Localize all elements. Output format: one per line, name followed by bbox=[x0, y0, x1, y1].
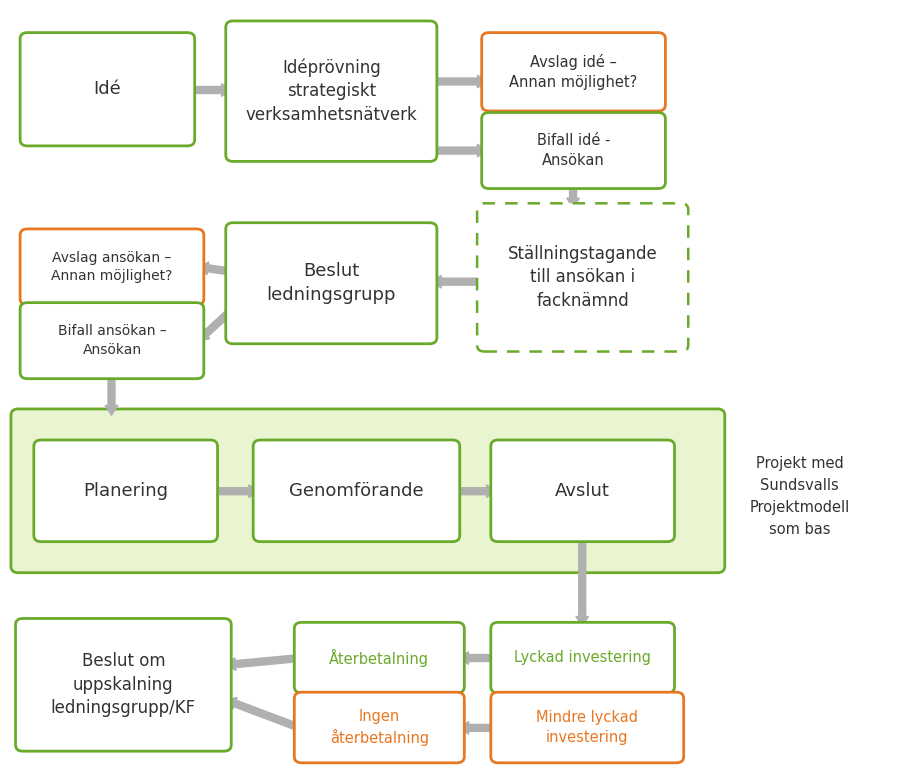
FancyArrowPatch shape bbox=[226, 655, 300, 670]
FancyBboxPatch shape bbox=[491, 692, 684, 763]
Text: Lyckad investering: Lyckad investering bbox=[515, 650, 651, 665]
FancyArrowPatch shape bbox=[459, 652, 496, 664]
FancyArrowPatch shape bbox=[567, 184, 579, 208]
FancyBboxPatch shape bbox=[482, 33, 665, 111]
Text: Avslag idé –
Annan möjlighet?: Avslag idé – Annan möjlighet? bbox=[509, 54, 638, 90]
FancyBboxPatch shape bbox=[20, 303, 204, 379]
Text: Planering: Planering bbox=[83, 482, 168, 500]
FancyBboxPatch shape bbox=[20, 229, 204, 305]
FancyBboxPatch shape bbox=[491, 440, 675, 542]
FancyArrowPatch shape bbox=[431, 144, 487, 157]
Text: Avslut: Avslut bbox=[555, 482, 611, 500]
FancyArrowPatch shape bbox=[212, 485, 259, 497]
FancyArrowPatch shape bbox=[459, 722, 496, 734]
FancyArrowPatch shape bbox=[198, 308, 234, 341]
FancyBboxPatch shape bbox=[226, 21, 437, 161]
FancyBboxPatch shape bbox=[20, 33, 195, 146]
FancyBboxPatch shape bbox=[477, 203, 688, 352]
FancyArrowPatch shape bbox=[189, 84, 231, 96]
Text: Ställningstagande
till ansökan i
facknämnd: Ställningstagande till ansökan i facknäm… bbox=[508, 244, 657, 310]
FancyBboxPatch shape bbox=[294, 622, 464, 693]
Text: Idéprövning
strategiskt
verksamhetsnätverk: Idéprövning strategiskt verksamhetsnätve… bbox=[246, 58, 417, 124]
Text: Mindre lyckad
investering: Mindre lyckad investering bbox=[537, 710, 638, 745]
Text: Ingen
återbetalning: Ingen återbetalning bbox=[330, 708, 429, 747]
FancyArrowPatch shape bbox=[576, 537, 589, 626]
Text: Beslut
ledningsgrupp: Beslut ledningsgrupp bbox=[267, 262, 396, 304]
Text: Idé: Idé bbox=[93, 80, 122, 99]
FancyArrowPatch shape bbox=[198, 262, 232, 275]
FancyArrowPatch shape bbox=[105, 374, 118, 415]
FancyArrowPatch shape bbox=[431, 75, 487, 88]
Text: Återbetalning: Återbetalning bbox=[329, 649, 430, 667]
Text: Projekt med
Sundsvalls
Projektmodell
som bas: Projekt med Sundsvalls Projektmodell som… bbox=[749, 456, 850, 538]
Text: Genomförande: Genomförande bbox=[289, 482, 424, 500]
FancyBboxPatch shape bbox=[491, 622, 675, 693]
FancyBboxPatch shape bbox=[16, 618, 231, 751]
FancyBboxPatch shape bbox=[482, 113, 665, 189]
FancyArrowPatch shape bbox=[454, 485, 496, 497]
FancyArrowPatch shape bbox=[226, 698, 301, 731]
FancyBboxPatch shape bbox=[34, 440, 218, 542]
Text: Beslut om
uppskalning
ledningsgrupp/KF: Beslut om uppskalning ledningsgrupp/KF bbox=[51, 652, 196, 718]
FancyArrowPatch shape bbox=[431, 275, 483, 288]
Text: Avslag ansökan –
Annan möjlighet?: Avslag ansökan – Annan möjlighet? bbox=[51, 251, 173, 283]
FancyBboxPatch shape bbox=[11, 409, 725, 573]
Text: Bifall ansökan –
Ansökan: Bifall ansökan – Ansökan bbox=[58, 324, 166, 357]
Text: Bifall idé -
Ansökan: Bifall idé - Ansökan bbox=[537, 133, 611, 168]
FancyBboxPatch shape bbox=[294, 692, 464, 763]
FancyBboxPatch shape bbox=[226, 223, 437, 344]
FancyBboxPatch shape bbox=[253, 440, 460, 542]
